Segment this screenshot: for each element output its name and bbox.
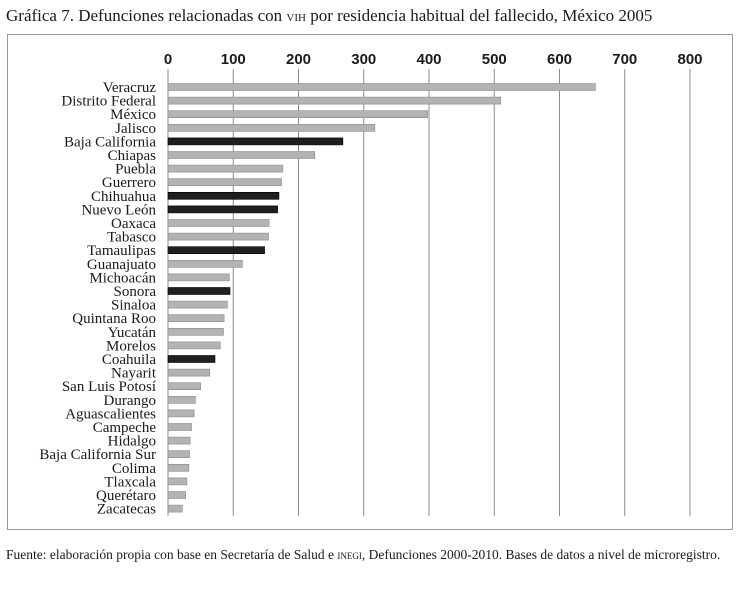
bar — [167, 151, 316, 159]
bar — [167, 83, 596, 91]
category-label: Durango — [104, 393, 157, 409]
chart-frame — [7, 34, 733, 530]
chart-title: Gráfica 7. Defunciones relacionadas con … — [6, 6, 652, 26]
x-tick-label: 200 — [286, 51, 311, 68]
bar — [167, 164, 284, 173]
title-abbr: vih — [286, 9, 306, 25]
category-label: Guanajuato — [87, 257, 156, 273]
category-label: San Luis Potosí — [62, 379, 156, 395]
bar — [167, 273, 230, 282]
bar — [167, 96, 502, 105]
category-label: Oaxaca — [111, 216, 156, 232]
x-tick-label: 400 — [416, 51, 441, 68]
bar — [167, 423, 192, 431]
bar — [167, 232, 269, 241]
bar — [167, 368, 211, 377]
category-label: Chihuahua — [91, 189, 156, 205]
bar — [167, 395, 196, 404]
bar-chart: 0 100 200 300 400 500 600 700 800 VeracruzDistrit… — [39, 51, 702, 518]
bar — [167, 504, 183, 513]
bar — [167, 205, 278, 214]
bar — [167, 137, 344, 146]
category-label: Morelos — [106, 338, 156, 354]
x-tick-label: 600 — [547, 51, 572, 68]
category-label: Michoacán — [89, 270, 156, 286]
bar — [167, 463, 190, 472]
source-prefix: Fuente: elaboración propia con base en S… — [6, 547, 338, 562]
category-label: Colima — [112, 461, 157, 477]
bar — [167, 110, 428, 118]
category-label: Veracruz — [103, 80, 157, 96]
bar — [167, 124, 376, 132]
category-label: Sinaloa — [111, 298, 156, 314]
category-label: Querétaro — [96, 488, 156, 504]
category-label: Guerrero — [102, 175, 156, 191]
category-label: Tamaulipas — [87, 243, 156, 259]
source-abbr: inegi — [337, 547, 362, 562]
source-suffix: , Defunciones 2000-2010. Bases de datos … — [361, 547, 721, 562]
bar — [167, 314, 225, 323]
bar — [167, 491, 186, 499]
x-tick-label: 100 — [221, 51, 246, 68]
category-label: Yucatán — [108, 325, 157, 341]
bar — [167, 436, 191, 445]
bar — [167, 300, 228, 309]
x-tick-label: 700 — [612, 51, 637, 68]
bar — [167, 409, 195, 418]
x-tick-label: 300 — [351, 51, 376, 68]
category-label: Puebla — [115, 162, 156, 178]
bar — [167, 382, 201, 391]
bar — [167, 178, 282, 186]
category-label: Jalisco — [115, 121, 156, 137]
category-label: Baja California Sur — [39, 447, 156, 463]
category-label: Distrito Federal — [61, 94, 156, 110]
category-label: Coahuila — [102, 352, 156, 368]
bar — [167, 477, 188, 486]
category-label: Tabasco — [107, 230, 156, 246]
category-label: Quintana Roo — [72, 311, 156, 327]
bar — [167, 219, 270, 227]
source-note: Fuente: elaboración propia con base en S… — [6, 547, 734, 562]
bar — [167, 246, 265, 254]
category-label: Tlaxcala — [104, 474, 156, 490]
bar — [167, 259, 243, 268]
bar — [167, 341, 221, 350]
bar — [167, 192, 280, 200]
bar — [167, 355, 216, 363]
category-label: Nayarit — [111, 366, 157, 382]
category-label: Aguascalientes — [65, 406, 156, 422]
category-label: Nuevo León — [81, 202, 156, 218]
category-label: Campeche — [93, 420, 157, 436]
category-label: Hidalgo — [108, 434, 156, 450]
bar — [167, 450, 190, 459]
bar — [167, 287, 231, 295]
x-tick-label: 800 — [677, 51, 702, 68]
bar — [167, 327, 224, 336]
category-label: Zacatecas — [97, 502, 156, 518]
x-tick-label: 0 — [164, 51, 172, 68]
category-label: México — [110, 107, 156, 123]
category-label: Baja California — [64, 134, 156, 150]
category-label: Sonora — [114, 284, 157, 300]
title-prefix: Gráfica 7. Defunciones relacionadas con — [6, 6, 287, 25]
title-suffix: por residencia habitual del fallecido, M… — [305, 6, 653, 25]
category-label: Chiapas — [108, 148, 156, 164]
x-tick-label: 500 — [482, 51, 507, 68]
